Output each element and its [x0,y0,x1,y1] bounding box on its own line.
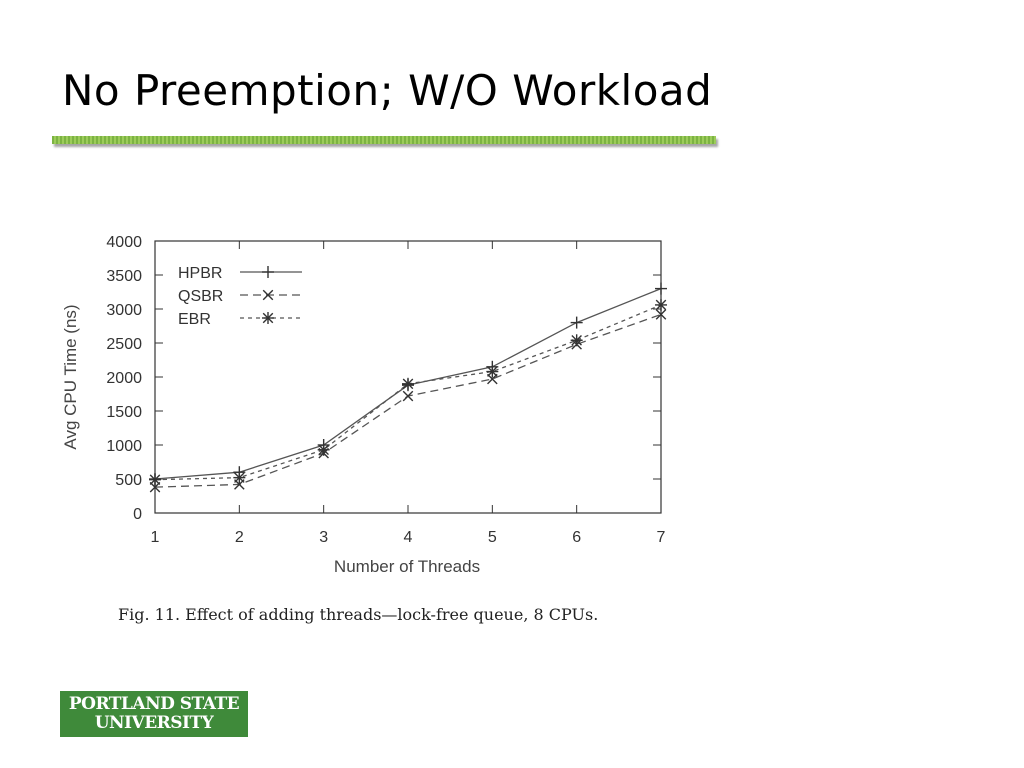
x-tick-label-5: 6 [572,529,581,546]
x-tick-label-6: 7 [657,529,666,546]
data-point-ebr-0 [149,473,161,486]
legend-label-qsbr: QSBR [178,288,223,305]
series-line-qsbr [154,313,662,488]
data-point-ebr-4 [486,365,499,378]
y-tick-label-6: 3000 [106,302,142,319]
data-point-ebr-3 [402,377,414,390]
y-tick-label-7: 3500 [106,268,142,285]
data-point-ebr-5 [570,334,583,347]
figure-caption: Fig. 11. Effect of adding threads—lock-f… [118,605,599,624]
x-tick-label-4: 5 [488,529,497,546]
logo-line-1: PORTLAND STATE [68,694,240,714]
data-point-qsbr-6 [655,309,667,320]
data-point-hpbr-5 [570,316,583,329]
data-point-qsbr-4 [487,373,498,385]
x-axis-label: Number of Threads [334,557,480,576]
data-point-ebr-1 [233,471,246,484]
slide-title: No Preemption; W/O Workload [62,66,713,115]
chart-axes: 0 500 1000 1500 2000 2500 3000 3500 4000 1 2 3 4 5 6 7 [106,234,665,546]
y-tick-label-0: 0 [133,506,142,523]
chart-series [149,282,667,493]
x-tick-label-3: 4 [404,529,413,546]
plot-frame [154,240,662,514]
y-tick-label-2: 1000 [106,438,142,455]
x-tick-label-1: 2 [235,529,244,546]
legend-label-ebr: EBR [178,311,211,328]
x-tick-label-0: 1 [151,529,160,546]
legend-label-hpbr: HPBR [178,265,222,282]
y-tick-label-1: 500 [115,472,142,489]
legend-marker-hpbr [262,266,274,278]
y-axis-label: Avg CPU Time (ns) [61,304,80,449]
legend-marker-ebr [262,312,274,324]
y-tick-label-4: 2000 [106,370,142,387]
y-tick-label-8: 4000 [106,234,142,251]
y-tick-label-5: 2500 [106,336,142,353]
data-point-qsbr-3 [402,390,414,402]
data-point-ebr-6 [655,298,667,311]
chart-legend: HPBR QSBR EBR [178,265,302,328]
legend-marker-qsbr [262,289,274,301]
data-point-ebr-2 [317,443,330,456]
title-underline [52,136,716,144]
x-tick-label-2: 3 [319,529,328,546]
series-line-ebr [154,304,662,481]
y-tick-label-3: 1500 [106,404,142,421]
logo-line-2: UNIVERSITY [94,713,214,733]
portland-state-logo: PORTLAND STATE UNIVERSITY [60,691,248,737]
data-point-hpbr-6 [655,282,667,295]
data-point-qsbr-0 [149,481,161,493]
